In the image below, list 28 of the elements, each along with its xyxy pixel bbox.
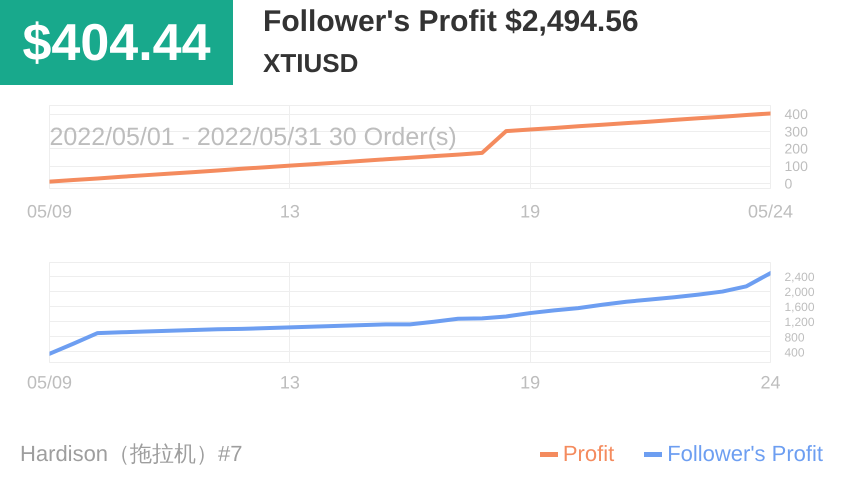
text: Hardison（拖拉机）#7 <box>20 440 243 468</box>
x-tick-label: 13 <box>280 202 300 222</box>
y-tick-label: 400 <box>784 106 808 122</box>
x-tick-label: 05/09 <box>26 372 72 392</box>
line-series <box>50 111 770 184</box>
y-tick-label: 800 <box>784 330 805 344</box>
text: $404.44 <box>22 12 210 72</box>
legend-label: Profit <box>562 440 614 468</box>
legend-label: Follower's Profit <box>667 440 823 468</box>
y-tick-label: 0 <box>784 175 792 192</box>
x-tick-label: 19 <box>520 372 540 392</box>
y-tick-label: 1,600 <box>784 300 815 314</box>
y-tick-label: 100 <box>784 158 808 174</box>
x-tick-label: 13 <box>280 372 300 392</box>
y-tick-label: 300 <box>784 123 808 140</box>
line-series <box>50 271 770 356</box>
y-tick-label: 400 <box>784 345 805 360</box>
y-tick-label: 2,400 <box>784 270 815 284</box>
x-tick-label: 05/09 <box>26 202 72 222</box>
y-tick-label: 200 <box>784 140 808 157</box>
annotation: 2022/05/01 - 2022/05/31 30 Order(s) <box>50 123 457 152</box>
y-tick-label: 1,200 <box>784 315 815 330</box>
chart-title: Follower's Profit $2,494.56 <box>263 4 639 40</box>
x-tick-label: 05/24 <box>748 202 794 222</box>
x-tick-label: 24 <box>760 372 781 392</box>
chart-subtitle: XTIUSD <box>263 48 358 78</box>
y-tick-label: 2,000 <box>784 285 815 300</box>
x-tick-label: 19 <box>520 202 540 222</box>
